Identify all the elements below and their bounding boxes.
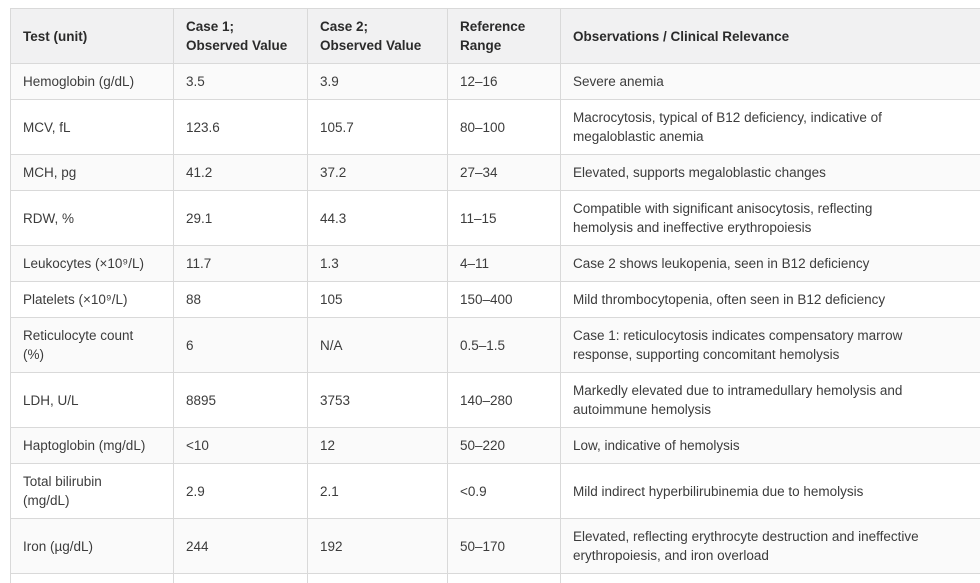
cell-observations: Case 2 shows leukopenia, seen in B12 def… [560, 245, 980, 282]
cell-reference-range: 27–34 [447, 154, 561, 191]
cell-case2-value: 192 [307, 518, 448, 574]
table-row-partial [10, 573, 980, 583]
cell-reference-range: 50–170 [447, 518, 561, 574]
cell-reference-range: 80–100 [447, 99, 561, 155]
cell-case1-value: 244 [173, 518, 308, 574]
cell-case1-value: 88 [173, 281, 308, 318]
cell-case1-value: 11.7 [173, 245, 308, 282]
lab-results-table-container: Test (unit) Case 1; Observed Value Case … [10, 8, 980, 583]
cell-case1-value: 8895 [173, 372, 308, 428]
cell-case2-value: 12 [307, 427, 448, 464]
table-row: Reticulocyte count (%) 6 N/A 0.5–1.5 Cas… [10, 317, 980, 373]
cell-observations: Severe anemia [560, 63, 980, 100]
cell-case2-value: 105.7 [307, 99, 448, 155]
table-body: Hemoglobin (g/dL) 3.5 3.9 12–16 Severe a… [10, 63, 980, 583]
cell-observations: Markedly elevated due to intramedullary … [560, 372, 980, 428]
cell-test-name: LDH, U/L [10, 372, 174, 428]
cell-test-name: Hemoglobin (g/dL) [10, 63, 174, 100]
cell-test-name: Leukocytes (×10⁹/L) [10, 245, 174, 282]
table-row: Platelets (×10⁹/L) 88 105 150–400 Mild t… [10, 281, 980, 318]
cell-case1-value: <10 [173, 427, 308, 464]
cell-reference-range: 11–15 [447, 190, 561, 246]
cell-case2-value: 105 [307, 281, 448, 318]
column-header-case2: Case 2; Observed Value [307, 8, 448, 64]
table-header: Test (unit) Case 1; Observed Value Case … [10, 8, 980, 64]
column-header-test: Test (unit) [10, 8, 174, 64]
cell-observations: Mild indirect hyperbilirubinemia due to … [560, 463, 980, 519]
cell-observations: Low, indicative of hemolysis [560, 427, 980, 464]
table-row: MCV, fL 123.6 105.7 80–100 Macrocytosis,… [10, 99, 980, 155]
cell-case1-value: 6 [173, 317, 308, 373]
cell-case2-value [307, 573, 448, 583]
cell-observations: Case 1: reticulocytosis indicates compen… [560, 317, 980, 373]
table-row: Leukocytes (×10⁹/L) 11.7 1.3 4–11 Case 2… [10, 245, 980, 282]
cell-case2-value: 1.3 [307, 245, 448, 282]
cell-test-name: Reticulocyte count (%) [10, 317, 174, 373]
cell-test-name: Haptoglobin (mg/dL) [10, 427, 174, 464]
cell-test-name: MCH, pg [10, 154, 174, 191]
table-row: Iron (µg/dL) 244 192 50–170 Elevated, re… [10, 518, 980, 574]
cell-reference-range: 150–400 [447, 281, 561, 318]
cell-observations: Elevated, supports megaloblastic changes [560, 154, 980, 191]
cell-test-name [10, 573, 174, 583]
cell-case1-value: 29.1 [173, 190, 308, 246]
cell-case2-value: N/A [307, 317, 448, 373]
cell-reference-range: 0.5–1.5 [447, 317, 561, 373]
cell-case2-value: 44.3 [307, 190, 448, 246]
column-header-reference-range: Reference Range [447, 8, 561, 64]
table-row: RDW, % 29.1 44.3 11–15 Compatible with s… [10, 190, 980, 246]
cell-observations: Compatible with significant anisocytosis… [560, 190, 980, 246]
column-header-case1: Case 1; Observed Value [173, 8, 308, 64]
cell-reference-range: 4–11 [447, 245, 561, 282]
cell-test-name: Total bilirubin (mg/dL) [10, 463, 174, 519]
cell-observations: Macrocytosis, typical of B12 deficiency,… [560, 99, 980, 155]
cell-test-name: MCV, fL [10, 99, 174, 155]
cell-case2-value: 37.2 [307, 154, 448, 191]
header-row: Test (unit) Case 1; Observed Value Case … [10, 8, 980, 64]
table-row: LDH, U/L 8895 3753 140–280 Markedly elev… [10, 372, 980, 428]
cell-test-name: Platelets (×10⁹/L) [10, 281, 174, 318]
cell-reference-range: 50–220 [447, 427, 561, 464]
cell-case2-value: 2.1 [307, 463, 448, 519]
cell-case2-value: 3753 [307, 372, 448, 428]
cell-case1-value: 123.6 [173, 99, 308, 155]
table-row: Haptoglobin (mg/dL) <10 12 50–220 Low, i… [10, 427, 980, 464]
cell-test-name: RDW, % [10, 190, 174, 246]
cell-observations: Elevated, reflecting erythrocyte destruc… [560, 518, 980, 574]
cell-case1-value: 2.9 [173, 463, 308, 519]
table-row: MCH, pg 41.2 37.2 27–34 Elevated, suppor… [10, 154, 980, 191]
column-header-observations: Observations / Clinical Relevance [560, 8, 980, 64]
table-row: Hemoglobin (g/dL) 3.5 3.9 12–16 Severe a… [10, 63, 980, 100]
cell-reference-range: 12–16 [447, 63, 561, 100]
cell-reference-range: 140–280 [447, 372, 561, 428]
cell-reference-range [447, 573, 561, 583]
cell-observations [560, 573, 980, 583]
cell-test-name: Iron (µg/dL) [10, 518, 174, 574]
cell-case1-value: 3.5 [173, 63, 308, 100]
cell-case2-value: 3.9 [307, 63, 448, 100]
table-row: Total bilirubin (mg/dL) 2.9 2.1 <0.9 Mil… [10, 463, 980, 519]
cell-observations: Mild thrombocytopenia, often seen in B12… [560, 281, 980, 318]
lab-results-table: Test (unit) Case 1; Observed Value Case … [10, 8, 980, 583]
cell-reference-range: <0.9 [447, 463, 561, 519]
cell-case1-value [173, 573, 308, 583]
cell-case1-value: 41.2 [173, 154, 308, 191]
